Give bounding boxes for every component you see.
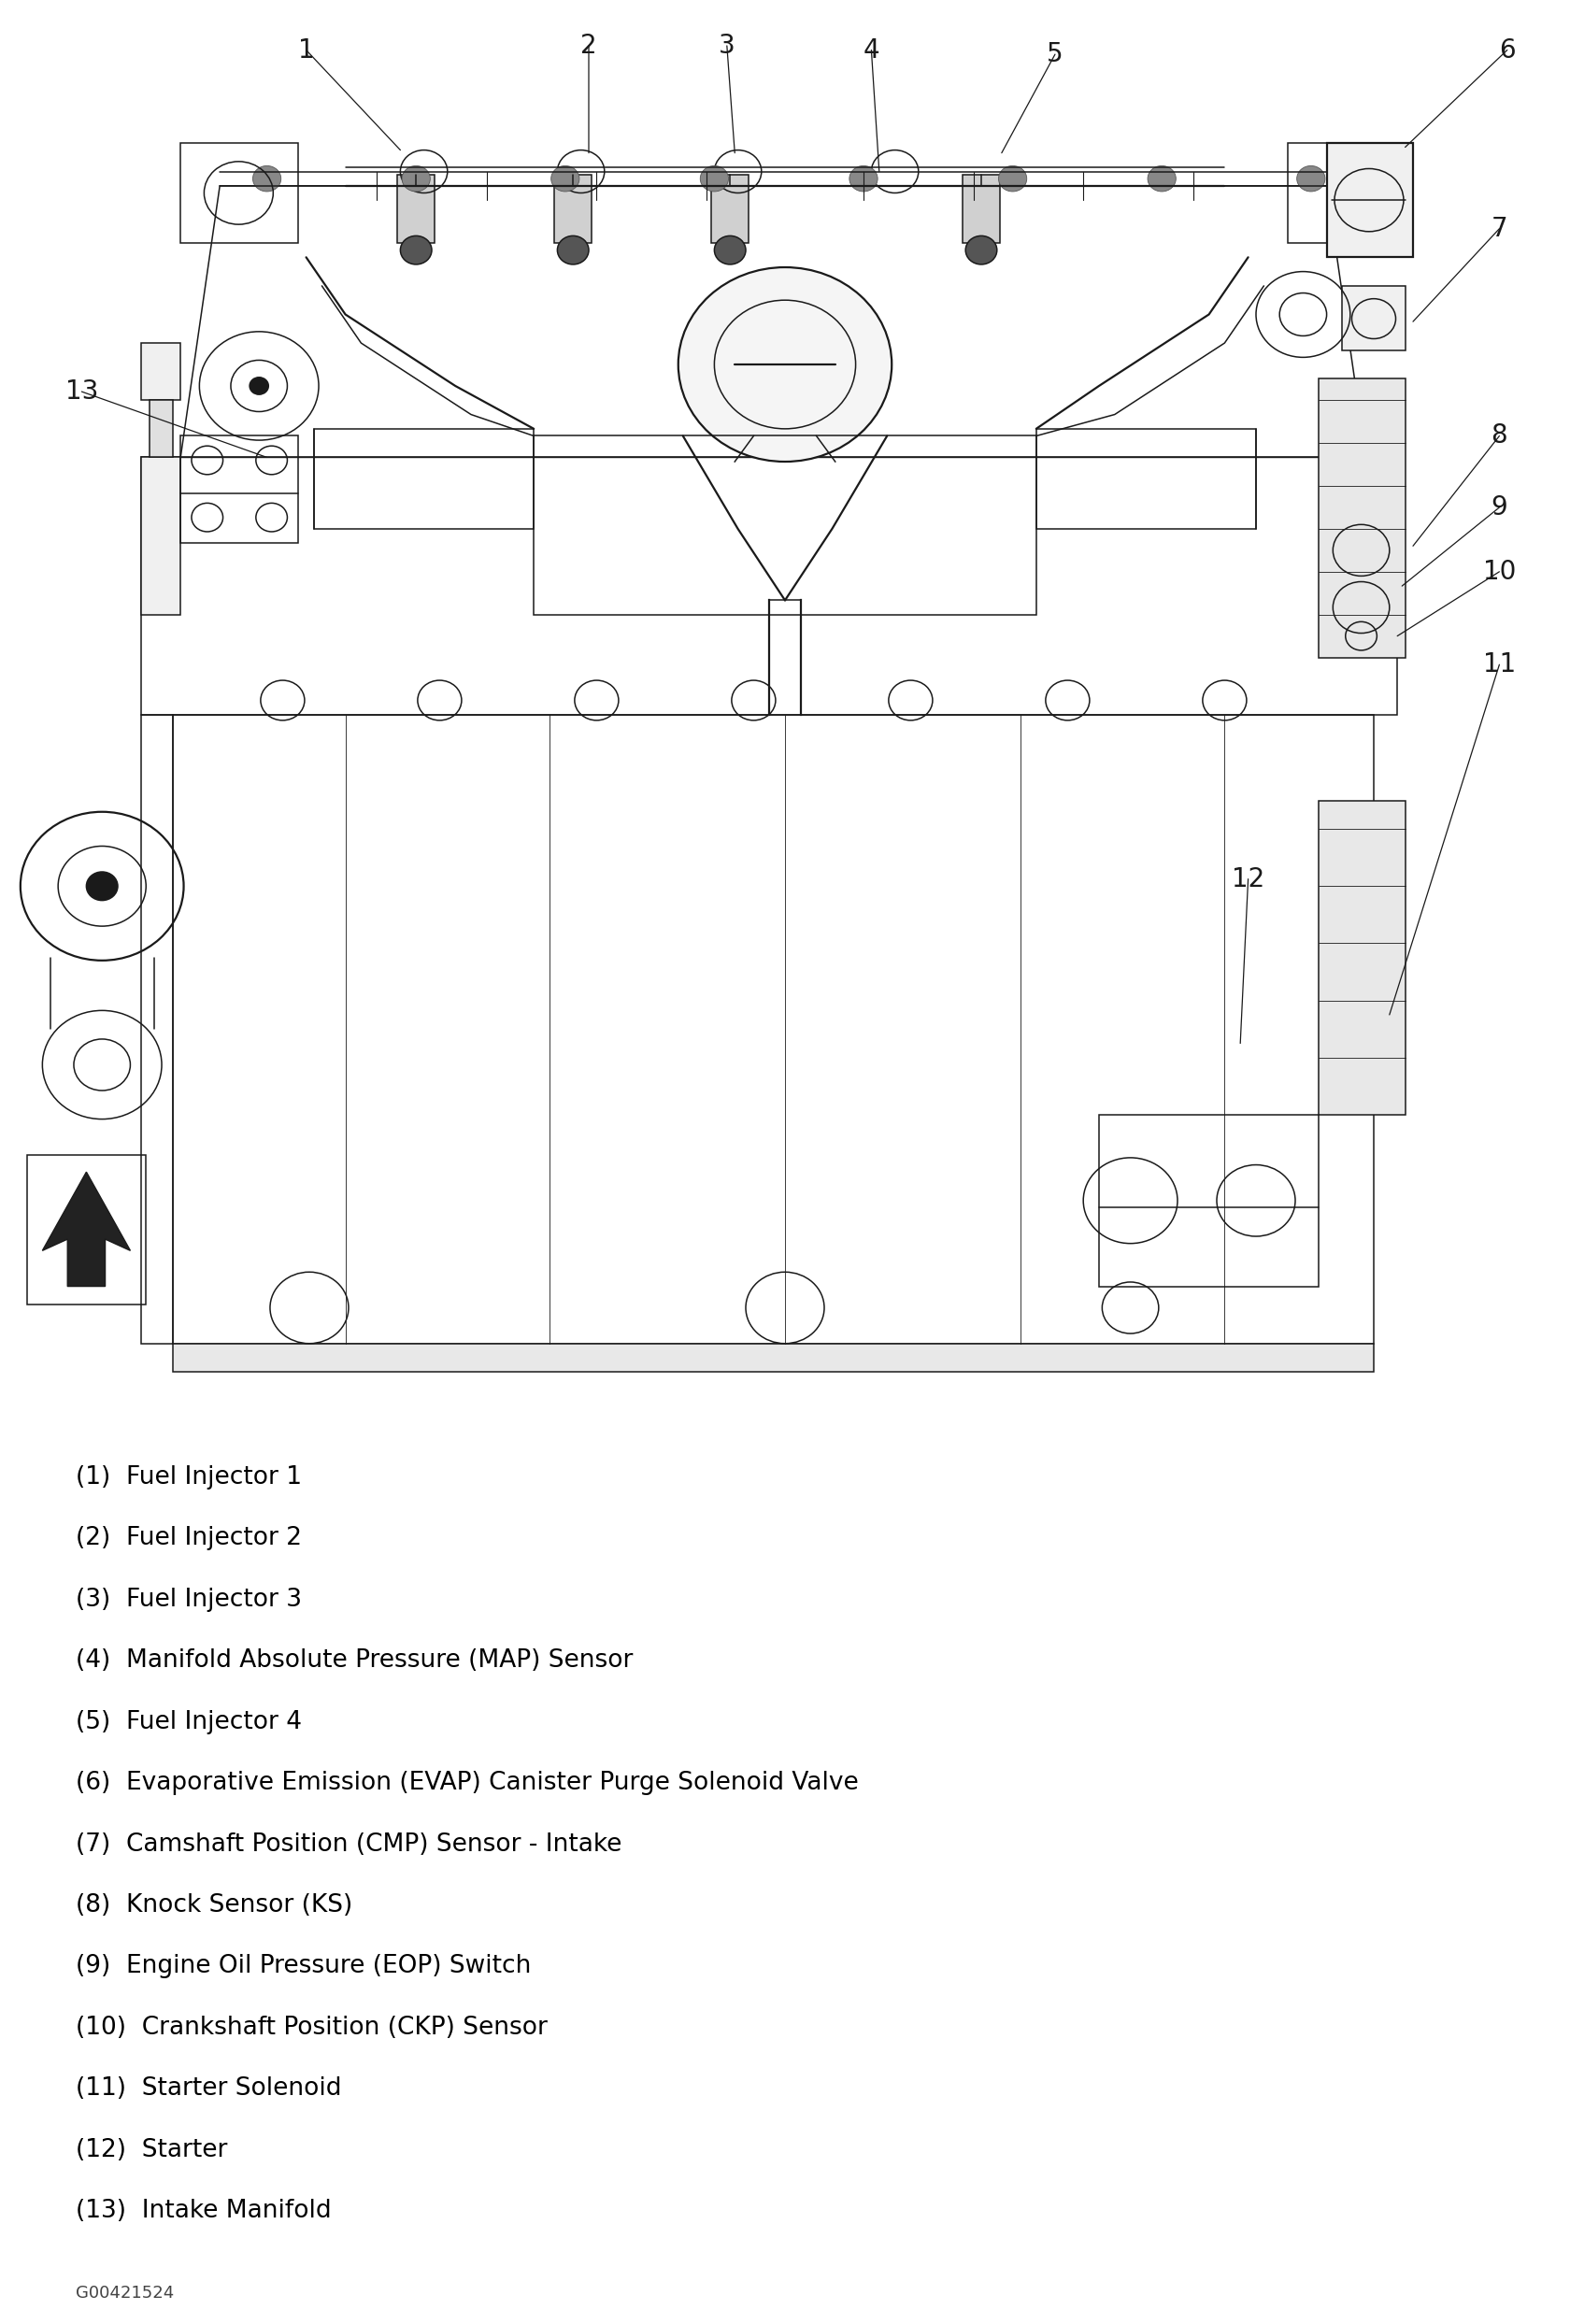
Text: 3: 3 [719,33,735,58]
Circle shape [253,165,281,191]
Polygon shape [149,400,173,458]
Circle shape [400,235,432,265]
Text: (9)  Engine Oil Pressure (EOP) Switch: (9) Engine Oil Pressure (EOP) Switch [75,1954,531,1978]
Circle shape [700,165,728,191]
Text: 1: 1 [298,37,314,63]
Text: (3)  Fuel Injector 3: (3) Fuel Injector 3 [75,1587,301,1613]
Text: (2)  Fuel Injector 2: (2) Fuel Injector 2 [75,1527,301,1550]
Circle shape [551,165,579,191]
Text: 6: 6 [1499,37,1515,63]
Circle shape [966,235,997,265]
Circle shape [999,165,1027,191]
Circle shape [557,235,589,265]
Text: (8)  Knock Sensor (KS): (8) Knock Sensor (KS) [75,1894,352,1917]
Text: G00421524: G00421524 [75,2284,174,2301]
Circle shape [1148,165,1176,191]
Circle shape [86,872,118,899]
Text: 12: 12 [1232,867,1264,892]
Circle shape [1297,165,1325,191]
Bar [711,174,749,244]
Polygon shape [1319,379,1405,658]
Polygon shape [1327,144,1413,258]
Polygon shape [141,458,181,614]
Text: (10)  Crankshaft Position (CKP) Sensor: (10) Crankshaft Position (CKP) Sensor [75,2015,548,2040]
Bar [27,1155,146,1304]
Text: (4)  Manifold Absolute Pressure (MAP) Sensor: (4) Manifold Absolute Pressure (MAP) Sen… [75,1648,633,1673]
Text: (1)  Fuel Injector 1: (1) Fuel Injector 1 [75,1464,301,1490]
Polygon shape [42,1171,130,1287]
Text: 7: 7 [1492,216,1507,242]
Text: 9: 9 [1492,495,1507,521]
Polygon shape [1319,799,1405,1116]
Text: 5: 5 [1047,42,1063,67]
Text: (6)  Evaporative Emission (EVAP) Canister Purge Solenoid Valve: (6) Evaporative Emission (EVAP) Canister… [75,1771,859,1794]
Text: 2: 2 [581,33,597,58]
Polygon shape [141,344,181,400]
Circle shape [678,267,892,462]
Polygon shape [173,1343,1374,1371]
Text: 10: 10 [1482,558,1517,586]
Bar [962,174,1000,244]
Text: (12)  Starter: (12) Starter [75,2138,228,2161]
Text: (13)  Intake Manifold: (13) Intake Manifold [75,2199,331,2224]
Circle shape [714,235,746,265]
Bar [397,174,435,244]
Text: (7)  Camshaft Position (CMP) Sensor - Intake: (7) Camshaft Position (CMP) Sensor - Int… [75,1831,622,1857]
Circle shape [849,165,878,191]
Bar [554,174,592,244]
Circle shape [250,376,268,395]
Polygon shape [1342,286,1405,351]
Circle shape [402,165,430,191]
Text: 13: 13 [64,379,99,404]
Text: 8: 8 [1492,423,1507,449]
Text: 11: 11 [1484,651,1515,679]
Text: (5)  Fuel Injector 4: (5) Fuel Injector 4 [75,1710,301,1734]
Text: (11)  Starter Solenoid: (11) Starter Solenoid [75,2078,341,2101]
Text: 4: 4 [864,37,879,63]
